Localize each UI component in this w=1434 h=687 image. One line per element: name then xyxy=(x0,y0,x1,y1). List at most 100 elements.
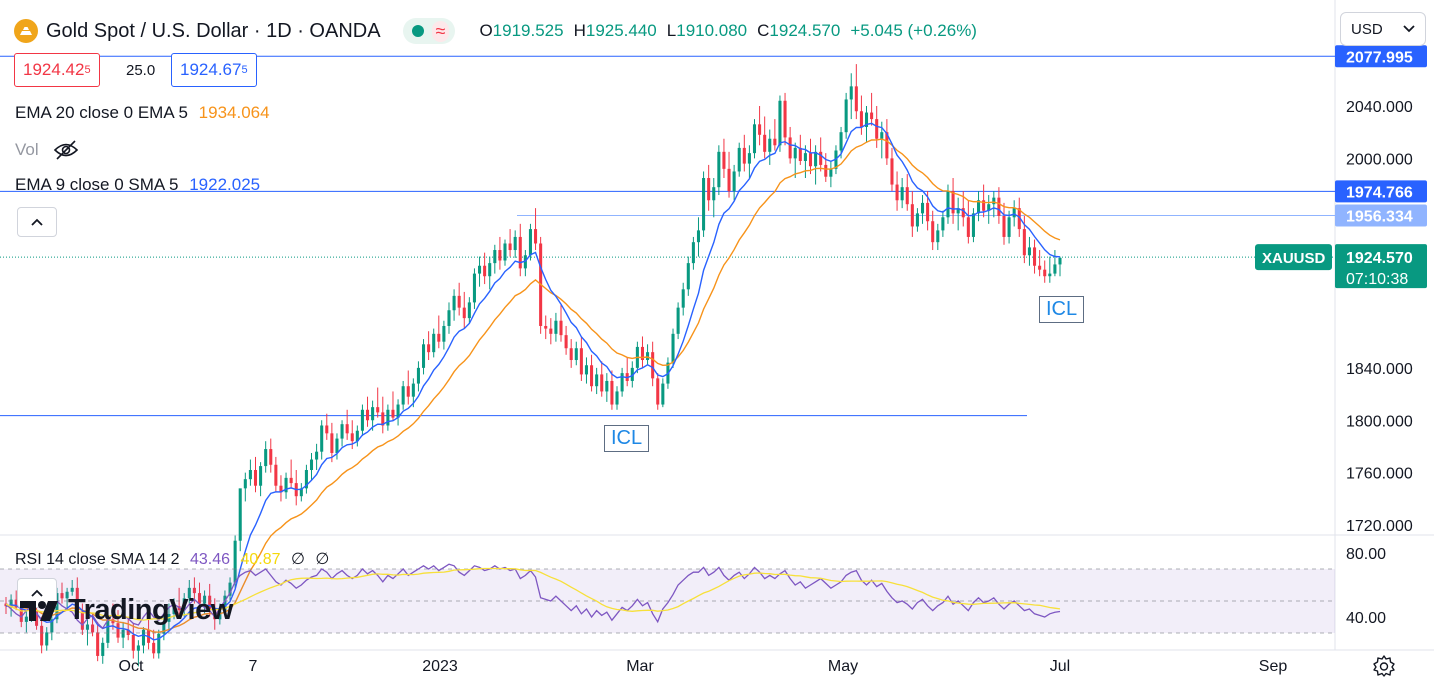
sell-price-button[interactable]: 1924.42 5 xyxy=(14,53,100,87)
candle-body[interactable] xyxy=(691,242,695,264)
volume-legend[interactable]: Vol xyxy=(15,139,79,161)
candle-body[interactable] xyxy=(462,307,466,319)
candle-body[interactable] xyxy=(915,213,919,227)
candle-body[interactable] xyxy=(182,598,186,611)
candle-body[interactable] xyxy=(116,623,120,638)
candle-body[interactable] xyxy=(768,138,772,152)
candle-body[interactable] xyxy=(778,100,782,146)
candle-body[interactable] xyxy=(676,307,680,334)
candle-body[interactable] xyxy=(793,147,797,159)
candle-body[interactable] xyxy=(966,217,970,237)
candle-body[interactable] xyxy=(717,151,721,188)
candle-body[interactable] xyxy=(203,595,207,604)
candle-body[interactable] xyxy=(600,374,604,392)
candle-body[interactable] xyxy=(559,320,563,336)
candle-body[interactable] xyxy=(371,407,375,421)
candle-body[interactable] xyxy=(747,153,751,164)
candle-body[interactable] xyxy=(279,485,283,493)
candle-body[interactable] xyxy=(671,333,675,363)
collapse-legend-button[interactable] xyxy=(17,207,57,237)
candle-body[interactable] xyxy=(1033,247,1037,266)
symbol-badge[interactable] xyxy=(1255,244,1332,271)
rsi-legend[interactable]: RSI 14 close SMA 14 2 43.46 40.87 ∅ ∅ xyxy=(15,549,329,569)
candle-body[interactable] xyxy=(824,164,828,177)
candle-body[interactable] xyxy=(997,197,1001,216)
candle-body[interactable] xyxy=(330,433,334,453)
candle-body[interactable] xyxy=(442,325,446,342)
candle-body[interactable] xyxy=(427,344,431,353)
candle-body[interactable] xyxy=(9,599,13,607)
candle-body[interactable] xyxy=(1048,273,1052,277)
candle-body[interactable] xyxy=(472,273,476,303)
candle-body[interactable] xyxy=(101,642,105,656)
candle-body[interactable] xyxy=(849,86,853,100)
candle-body[interactable] xyxy=(315,451,319,460)
candle-body[interactable] xyxy=(457,295,461,308)
candle-body[interactable] xyxy=(931,221,935,243)
candle-body[interactable] xyxy=(157,633,161,654)
candle-body[interactable] xyxy=(956,208,960,214)
candle-body[interactable] xyxy=(870,112,874,120)
candle-body[interactable] xyxy=(554,320,558,334)
price-marker[interactable] xyxy=(1335,180,1427,203)
candle-body[interactable] xyxy=(595,374,599,387)
candle-body[interactable] xyxy=(416,367,420,384)
candle-body[interactable] xyxy=(920,202,925,214)
candle-body[interactable] xyxy=(233,540,237,583)
candle-body[interactable] xyxy=(126,629,130,635)
eye-hidden-icon[interactable] xyxy=(53,139,79,161)
candle-body[interactable] xyxy=(141,629,146,646)
candle-body[interactable] xyxy=(941,217,945,231)
candle-body[interactable] xyxy=(91,624,95,633)
icl-annotation-1[interactable]: ICL xyxy=(604,425,650,452)
candle-body[interactable] xyxy=(243,479,247,489)
candle-body[interactable] xyxy=(325,425,329,434)
candle-body[interactable] xyxy=(803,153,807,161)
last-price-marker[interactable] xyxy=(1335,244,1427,289)
buy-price-button[interactable]: 1924.67 5 xyxy=(171,53,257,87)
candle-body[interactable] xyxy=(85,624,89,630)
candle-body[interactable] xyxy=(299,488,303,497)
candle-body[interactable] xyxy=(951,191,955,214)
candle-body[interactable] xyxy=(702,178,706,231)
candle-body[interactable] xyxy=(253,470,258,486)
candle-body[interactable] xyxy=(549,328,553,334)
candle-body[interactable] xyxy=(859,111,863,127)
candle-body[interactable] xyxy=(752,124,757,154)
candle-body[interactable] xyxy=(1012,208,1016,218)
candle-body[interactable] xyxy=(528,229,532,256)
candle-body[interactable] xyxy=(289,477,293,484)
candle-body[interactable] xyxy=(1043,269,1047,277)
candle-body[interactable] xyxy=(910,204,914,227)
candle-body[interactable] xyxy=(24,616,28,622)
candle-body[interactable] xyxy=(508,243,512,251)
candle-body[interactable] xyxy=(304,470,308,489)
candle-body[interactable] xyxy=(162,621,166,634)
candle-body[interactable] xyxy=(727,168,731,192)
candle-body[interactable] xyxy=(50,619,54,633)
candle-body[interactable] xyxy=(839,132,843,151)
candle-body[interactable] xyxy=(80,611,84,630)
candle-body[interactable] xyxy=(971,213,975,237)
candle-body[interactable] xyxy=(365,409,370,421)
candle-body[interactable] xyxy=(961,208,965,218)
candle-body[interactable] xyxy=(610,380,614,405)
settings-gear-icon[interactable] xyxy=(1372,654,1396,678)
candle-body[interactable] xyxy=(640,346,645,361)
candle-body[interactable] xyxy=(630,367,634,381)
ema20-legend[interactable]: EMA 20 close 0 EMA 5 1934.064 xyxy=(15,103,270,123)
candle-body[interactable] xyxy=(65,591,69,599)
candle-body[interactable] xyxy=(732,171,736,192)
candle-body[interactable] xyxy=(96,632,100,656)
candle-body[interactable] xyxy=(788,137,792,159)
candle-body[interactable] xyxy=(152,642,156,654)
candle-body[interactable] xyxy=(605,380,609,392)
candle-body[interactable] xyxy=(900,187,904,201)
candle-body[interactable] xyxy=(579,348,583,375)
candle-body[interactable] xyxy=(737,147,741,172)
candle-body[interactable] xyxy=(651,352,655,379)
candle-body[interactable] xyxy=(661,383,665,405)
tradingview-logo[interactable]: TradingView xyxy=(20,594,233,627)
candle-body[interactable] xyxy=(437,333,441,342)
